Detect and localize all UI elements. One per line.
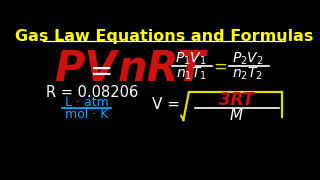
Text: PV: PV xyxy=(54,48,117,90)
Text: nRT: nRT xyxy=(117,48,206,90)
Text: 3RT: 3RT xyxy=(219,91,253,109)
Text: mol · K: mol · K xyxy=(65,107,108,120)
Text: $P_2V_2$: $P_2V_2$ xyxy=(232,50,264,67)
Text: L · atm: L · atm xyxy=(65,96,108,109)
Text: =: = xyxy=(90,58,114,86)
Text: $n_2T_2$: $n_2T_2$ xyxy=(232,66,263,82)
Text: $P_1V_1$: $P_1V_1$ xyxy=(175,50,207,67)
Text: V =: V = xyxy=(152,97,180,112)
Text: Gas Law Equations and Formulas: Gas Law Equations and Formulas xyxy=(15,29,313,44)
Text: =: = xyxy=(213,57,227,75)
Text: R = 0.08206: R = 0.08206 xyxy=(46,85,139,100)
Text: $n_1T_1$: $n_1T_1$ xyxy=(176,66,207,82)
Text: M: M xyxy=(229,108,243,123)
